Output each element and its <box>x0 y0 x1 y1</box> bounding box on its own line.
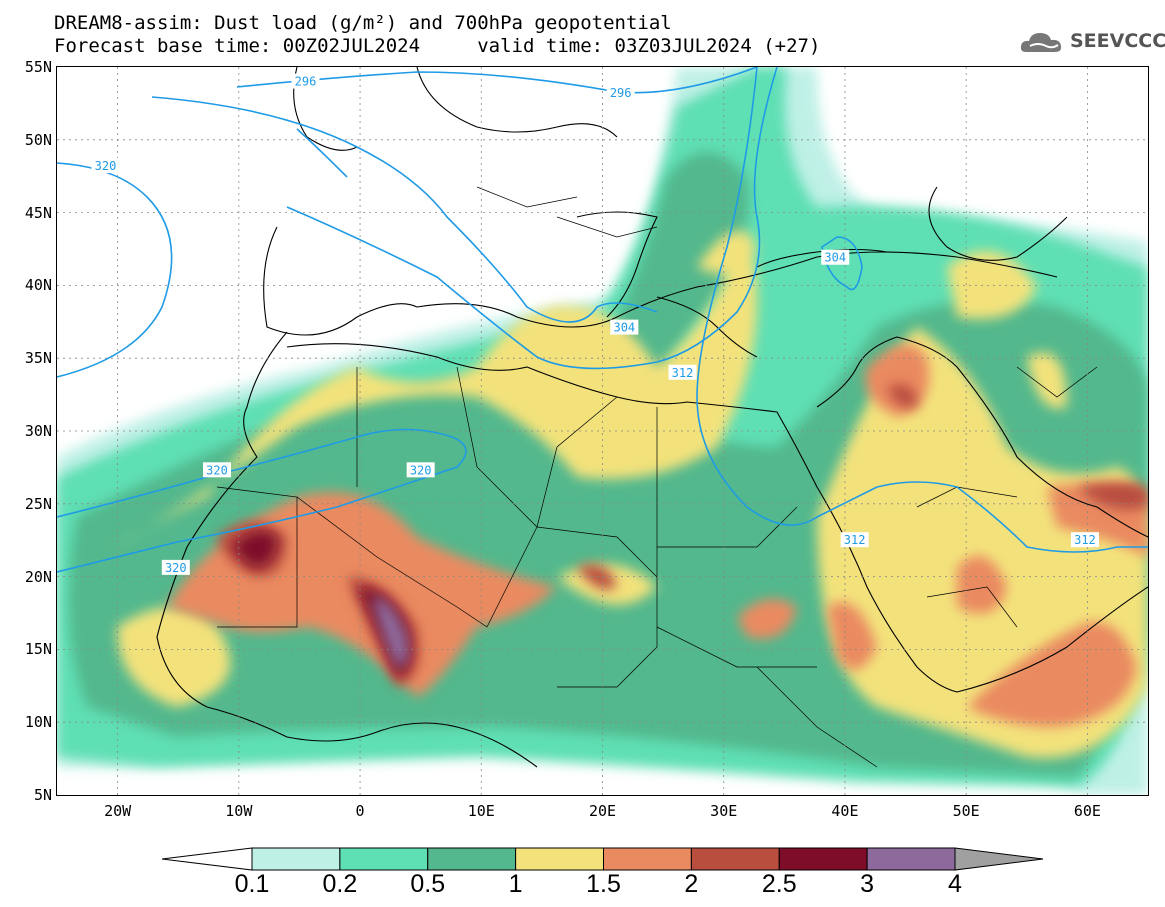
geopotential-contours <box>57 67 1148 573</box>
colorbar-tick-label: 0.5 <box>410 870 446 898</box>
lat-tick-label: 5N <box>33 786 52 804</box>
contour-label: 304 <box>610 319 639 335</box>
lat-tick-label: 10N <box>24 713 52 732</box>
map-canvas: 296 296 320 304 304 312 320 320 320 312 312 <box>57 67 1148 795</box>
coastlines <box>156 67 1148 768</box>
contour-label: 320 <box>161 559 190 575</box>
svg-text:304: 304 <box>824 251 846 265</box>
contour-labels: 296 296 320 304 304 312 320 320 320 312 312 <box>91 73 1099 575</box>
lon-tick-label: 20E <box>588 802 617 820</box>
contour-label: 296 <box>291 73 320 89</box>
dust-field-1 <box>117 227 1148 759</box>
colorbar-swatch <box>690 847 780 871</box>
svg-text:320: 320 <box>410 463 432 477</box>
lon-tick-label: 40E <box>831 802 859 820</box>
colorbar-tick-label: 0.2 <box>322 870 358 898</box>
contour-label: 320 <box>203 462 232 478</box>
dust-load-map: 296 296 320 304 304 312 320 320 320 312 312 <box>56 66 1149 796</box>
svg-text:312: 312 <box>844 533 866 547</box>
colorbar-tick-label: 2.5 <box>761 870 797 898</box>
lat-tick-label: 15N <box>24 640 52 659</box>
lon-tick-label: 0 <box>355 802 365 820</box>
contour-label: 320 <box>406 462 435 478</box>
svg-text:304: 304 <box>613 321 635 335</box>
colorbar-tick-label: 3 <box>860 870 875 898</box>
colorbar-swatch <box>866 847 956 871</box>
svg-text:320: 320 <box>206 463 228 477</box>
lat-tick-label: 30N <box>24 422 52 440</box>
svg-text:320: 320 <box>95 159 117 173</box>
contour-label: 304 <box>821 249 850 265</box>
colorbar-swatch <box>251 847 341 871</box>
contour-label: 320 <box>91 158 120 174</box>
svg-text:312: 312 <box>1074 533 1096 547</box>
colorbar-tick-label: 1 <box>508 870 523 898</box>
colorbar-swatch <box>339 847 429 871</box>
lon-tick-label: 50E <box>952 802 980 820</box>
contour-label: 312 <box>668 364 697 380</box>
contour-label: 312 <box>1070 532 1099 548</box>
chart-title: DREAM8-assim: Dust load (g/m²) and 700hP… <box>54 12 672 34</box>
colorbar-swatch <box>603 847 692 871</box>
colorbar-tick-label: 1.5 <box>586 870 621 898</box>
colorbar <box>161 847 1044 871</box>
lon-tick-label: 10E <box>467 802 495 820</box>
colorbar-swatch <box>515 847 604 871</box>
lat-tick-label: 35N <box>24 349 52 368</box>
lon-tick-label: 10W <box>225 802 253 820</box>
lon-tick-label: 20W <box>104 802 132 820</box>
svg-text:296: 296 <box>295 75 317 89</box>
lat-tick-label: 45N <box>24 203 52 222</box>
colorbar-swatch <box>427 847 517 871</box>
contour-label: 296 <box>606 85 635 101</box>
contour-label: 312 <box>840 532 869 548</box>
colorbar-swatch <box>778 847 868 871</box>
lon-tick-label: 30E <box>710 802 738 820</box>
colorbar-tick-label: 4 <box>948 870 962 898</box>
colorbar-tick-label: 2 <box>684 870 699 898</box>
colorbar-under-triangle <box>161 847 253 871</box>
colorbar-tick-label: 0.1 <box>234 870 270 898</box>
chart-subtitle: Forecast base time: 00Z02JUL2024 valid t… <box>54 35 821 57</box>
lat-tick-label: 40N <box>24 276 52 295</box>
lat-tick-label: 25N <box>24 494 52 513</box>
lat-tick-label: 50N <box>24 130 52 149</box>
colorbar-over-triangle <box>954 847 1044 871</box>
svg-text:296: 296 <box>610 86 632 100</box>
seevccc-logo: SEEVCCC <box>1018 24 1165 60</box>
lat-tick-label: 55N <box>24 58 52 76</box>
borders <box>216 186 1098 768</box>
svg-text:320: 320 <box>165 561 187 575</box>
cloud-icon <box>1020 33 1062 52</box>
graticule <box>57 67 1148 795</box>
logo-text: SEEVCCC <box>1070 30 1165 52</box>
svg-text:312: 312 <box>672 366 694 380</box>
lat-tick-label: 20N <box>24 567 52 586</box>
lon-tick-label: 60E <box>1073 802 1101 820</box>
